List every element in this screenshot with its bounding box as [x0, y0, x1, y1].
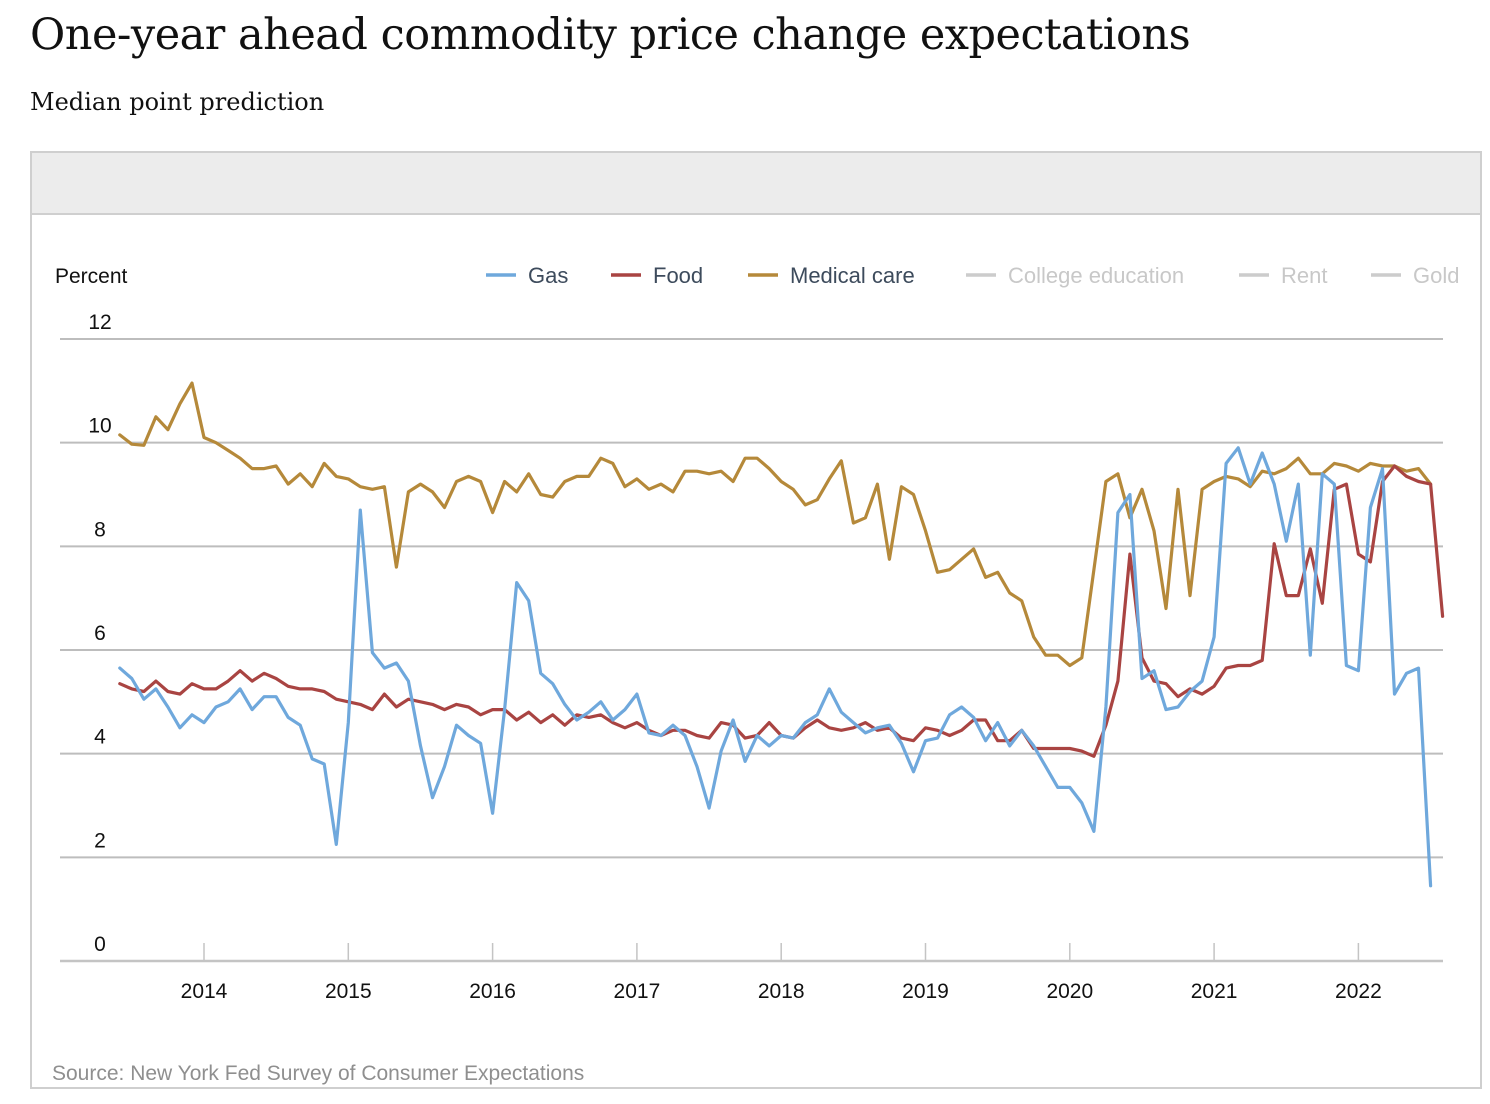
- x-tick-label: 2019: [902, 980, 949, 1003]
- legend-label: Rent: [1281, 263, 1327, 288]
- chart-toolbar-band: [32, 153, 1480, 215]
- x-tick-label: 2016: [469, 980, 516, 1003]
- y-axis-label: Percent: [55, 265, 128, 288]
- series-line-medical-care[interactable]: [118, 381, 1433, 668]
- x-tick-label: 2015: [325, 980, 372, 1003]
- y-axis-ticks: 0 2 4 6 8 10 12: [88, 311, 111, 956]
- y-tick-label: 2: [94, 829, 106, 852]
- legend-label: Gold: [1413, 263, 1459, 288]
- legend-label: Medical care: [790, 263, 915, 288]
- legend-item-food[interactable]: Food: [611, 263, 703, 288]
- legend-label: Food: [653, 263, 703, 288]
- series-lines: [118, 381, 1445, 888]
- legend-item-rent[interactable]: Rent: [1239, 263, 1327, 288]
- series-line-gas[interactable]: [118, 446, 1433, 888]
- y-tick-label: 8: [94, 518, 106, 541]
- legend-label: Gas: [528, 263, 568, 288]
- x-tick-label: 2017: [614, 980, 661, 1003]
- legend-label: College education: [1008, 263, 1184, 288]
- x-tick-label: 2014: [181, 980, 228, 1003]
- legend: Gas Food Medical care College education Rent…: [486, 263, 1459, 288]
- x-tick-label: 2021: [1191, 980, 1238, 1003]
- legend-item-college-education[interactable]: College education: [966, 263, 1184, 288]
- series-line-food[interactable]: [118, 464, 1445, 758]
- x-tick-label: 2022: [1335, 980, 1382, 1003]
- y-tick-label: 6: [94, 622, 106, 645]
- y-tick-label: 0: [94, 933, 106, 956]
- legend-item-medical-care[interactable]: Medical care: [748, 263, 915, 288]
- legend-item-gas[interactable]: Gas: [486, 263, 568, 288]
- x-axis: 2014 2015 2016 2017 2018 2019 2020 2021 2022: [60, 943, 1443, 1003]
- chart-subtitle: Median point prediction: [30, 88, 325, 116]
- source-note: Source: New York Fed Survey of Consumer …: [52, 1062, 585, 1085]
- gridlines: [60, 338, 1443, 859]
- x-tick-label: 2018: [758, 980, 805, 1003]
- y-tick-label: 10: [88, 415, 111, 438]
- x-tick-label: 2020: [1046, 980, 1093, 1003]
- y-tick-label: 4: [94, 726, 106, 749]
- chart-frame: [30, 151, 1482, 1089]
- legend-item-gold[interactable]: Gold: [1371, 263, 1459, 288]
- chart-title: One-year ahead commodity price change ex…: [30, 10, 1191, 60]
- y-tick-label: 12: [88, 311, 111, 334]
